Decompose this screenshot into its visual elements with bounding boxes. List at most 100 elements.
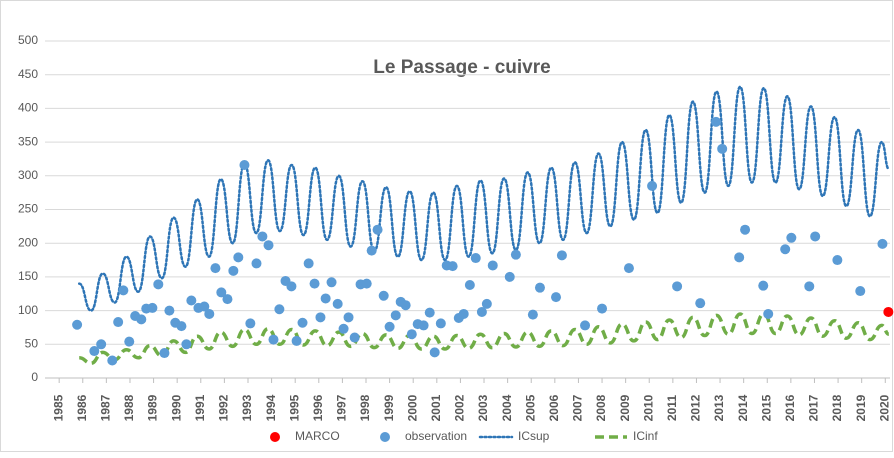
data-point bbox=[153, 279, 164, 290]
x-tick-label: 1992 bbox=[217, 394, 231, 421]
data-point bbox=[740, 224, 751, 235]
x-tick-label: 1989 bbox=[146, 394, 160, 421]
x-tick-label: 1998 bbox=[358, 394, 372, 421]
data-point bbox=[332, 298, 343, 309]
data-point bbox=[647, 180, 658, 191]
data-point bbox=[717, 143, 728, 154]
x-tick-label: 2007 bbox=[571, 394, 585, 421]
data-point bbox=[855, 286, 866, 297]
x-tick-label: 2009 bbox=[618, 394, 632, 421]
data-point bbox=[274, 304, 285, 315]
data-point bbox=[268, 334, 279, 345]
data-point bbox=[222, 294, 233, 305]
data-point bbox=[400, 300, 411, 311]
x-tick-label: 2010 bbox=[641, 394, 655, 421]
data-point bbox=[464, 279, 475, 290]
data-point bbox=[297, 317, 308, 328]
x-tick-label: 2001 bbox=[429, 394, 443, 421]
x-tick-label: 1993 bbox=[240, 394, 254, 421]
data-point bbox=[786, 232, 797, 243]
data-point bbox=[136, 314, 147, 325]
x-tick-label: 1986 bbox=[75, 394, 89, 421]
data-point bbox=[245, 318, 256, 329]
data-point bbox=[210, 263, 221, 274]
x-tick-label: 2006 bbox=[547, 394, 561, 421]
x-tick-label: 1985 bbox=[51, 394, 65, 421]
data-point bbox=[877, 238, 888, 249]
data-point bbox=[343, 312, 354, 323]
x-tick-label: 1988 bbox=[122, 394, 136, 421]
data-point bbox=[239, 160, 250, 171]
x-tick-label: 2014 bbox=[736, 394, 750, 421]
data-point bbox=[118, 285, 129, 296]
data-point bbox=[418, 320, 429, 331]
data-point bbox=[338, 323, 349, 334]
x-tick-label: 1999 bbox=[382, 394, 396, 421]
y-tick-label: 350 bbox=[18, 134, 38, 148]
data-point bbox=[470, 253, 481, 264]
y-tick-label: 200 bbox=[18, 235, 38, 249]
legend-label: ICinf bbox=[633, 429, 658, 443]
data-point bbox=[204, 308, 215, 319]
data-point bbox=[804, 281, 815, 292]
data-point bbox=[372, 224, 383, 235]
data-point bbox=[96, 339, 107, 350]
data-point bbox=[107, 355, 118, 366]
data-point bbox=[291, 335, 302, 346]
data-point bbox=[181, 339, 192, 350]
data-point bbox=[551, 292, 562, 303]
x-tick-label: 2002 bbox=[453, 394, 467, 421]
data-point bbox=[199, 301, 210, 312]
legend-label: observation bbox=[405, 429, 467, 443]
data-point bbox=[384, 321, 395, 332]
x-tick-label: 2000 bbox=[405, 394, 419, 421]
data-point bbox=[504, 271, 515, 282]
data-point bbox=[251, 258, 262, 269]
data-point bbox=[147, 302, 158, 313]
data-point bbox=[366, 245, 377, 256]
data-point bbox=[458, 308, 469, 319]
data-point bbox=[72, 319, 83, 330]
data-point bbox=[447, 261, 458, 272]
data-point bbox=[406, 329, 417, 340]
y-tick-label: 100 bbox=[18, 303, 38, 317]
x-tick-label: 1990 bbox=[169, 394, 183, 421]
data-point bbox=[883, 306, 894, 317]
data-point bbox=[780, 244, 791, 255]
legend-label: MARCO bbox=[295, 429, 340, 443]
data-point bbox=[320, 293, 331, 304]
data-point bbox=[233, 252, 244, 263]
data-point bbox=[228, 265, 239, 276]
data-point bbox=[623, 263, 634, 274]
data-point bbox=[672, 281, 683, 292]
x-tick-label: 2004 bbox=[500, 394, 514, 421]
x-tick-label: 2015 bbox=[759, 394, 773, 421]
x-tick-label: 2008 bbox=[594, 394, 608, 421]
data-point bbox=[361, 278, 372, 289]
x-tick-label: 1994 bbox=[264, 394, 278, 421]
data-point bbox=[424, 307, 435, 318]
x-tick-label: 2012 bbox=[689, 394, 703, 421]
data-point bbox=[580, 320, 591, 331]
data-point bbox=[159, 348, 170, 359]
data-point bbox=[429, 347, 440, 358]
data-point bbox=[487, 260, 498, 271]
x-tick-label: 1997 bbox=[335, 394, 349, 421]
data-point bbox=[257, 231, 268, 242]
y-tick-label: 500 bbox=[18, 33, 38, 47]
data-point bbox=[763, 308, 774, 319]
data-point bbox=[186, 295, 197, 306]
chart-title: Le Passage - cuivre bbox=[373, 57, 550, 78]
x-tick-label: 2017 bbox=[807, 394, 821, 421]
legend-marker bbox=[380, 432, 390, 442]
data-point bbox=[510, 249, 521, 260]
x-tick-label: 2005 bbox=[523, 394, 537, 421]
x-tick-label: 1991 bbox=[193, 394, 207, 421]
series-line bbox=[79, 312, 890, 365]
data-point bbox=[286, 281, 297, 292]
legend-label: ICsup bbox=[518, 429, 550, 443]
data-point bbox=[378, 290, 389, 301]
y-tick-label: 50 bbox=[25, 336, 39, 350]
